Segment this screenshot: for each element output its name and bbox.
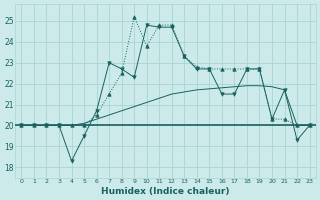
X-axis label: Humidex (Indice chaleur): Humidex (Indice chaleur) <box>101 187 230 196</box>
